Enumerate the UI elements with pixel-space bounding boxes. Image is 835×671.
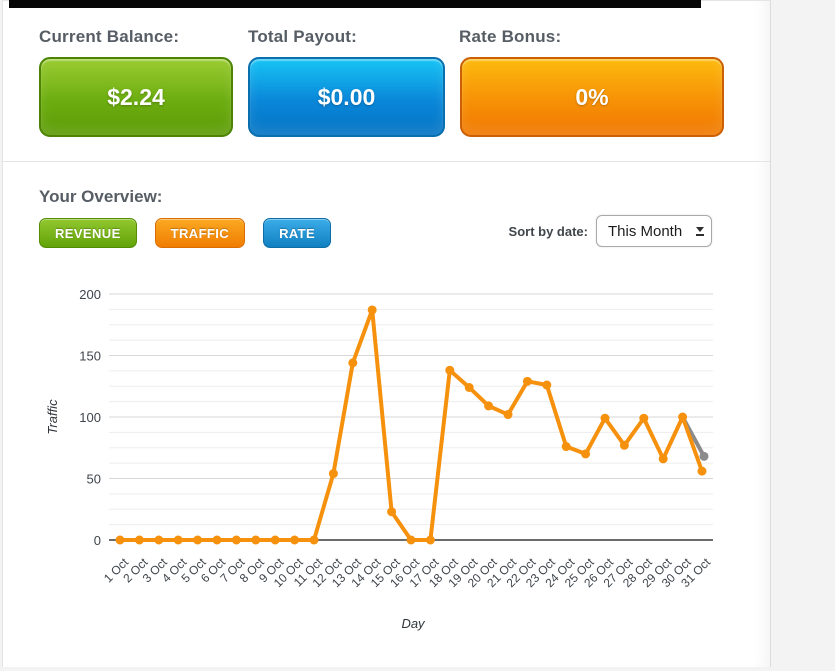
current-balance-value: $2.24 xyxy=(107,83,165,110)
svg-text:Day: Day xyxy=(401,616,426,631)
svg-text:200: 200 xyxy=(79,287,101,302)
total-payout-label: Total Payout: xyxy=(248,27,358,46)
sort-by-date-select[interactable]: This Month xyxy=(596,215,712,247)
total-payout-button[interactable]: $0.00 xyxy=(248,57,445,137)
overview-tabs: REVENUE TRAFFIC RATE xyxy=(39,218,332,248)
svg-text:50: 50 xyxy=(87,472,101,487)
rate-bonus-label: Rate Bonus: xyxy=(459,27,562,46)
svg-text:0: 0 xyxy=(94,533,101,548)
svg-text:150: 150 xyxy=(79,349,101,364)
current-balance-label: Current Balance: xyxy=(39,27,180,46)
svg-text:Traffic: Traffic xyxy=(45,399,60,435)
tab-revenue[interactable]: REVENUE xyxy=(39,218,137,248)
overview-section: Your Overview: REVENUE TRAFFIC RATE Sort… xyxy=(3,161,770,668)
sort-by-date-group: Sort by date: This Month xyxy=(509,215,712,247)
traffic-chart: 0 50 100 150 200 1 Oct 2 Oct 3 Oct 4 Oct 5 Oct 6 O… xyxy=(11,264,771,666)
tab-traffic[interactable]: TRAFFIC xyxy=(154,218,246,248)
sort-by-date-label: Sort by date: xyxy=(508,223,588,239)
sort-by-date-selected-value: This Month xyxy=(608,222,683,240)
svg-text:100: 100 xyxy=(79,410,101,425)
rate-bonus-value: 0% xyxy=(575,83,609,110)
total-payout-value: $0.00 xyxy=(317,83,376,110)
chevron-down-icon[interactable] xyxy=(693,226,711,236)
rate-bonus-button[interactable]: 0% xyxy=(460,57,724,137)
dashboard-card: Current Balance: Total Payout: Rate Bonu… xyxy=(2,0,771,667)
top-loading-bar xyxy=(9,0,701,8)
current-balance-button[interactable]: $2.24 xyxy=(39,57,233,137)
overview-title: Your Overview: xyxy=(39,187,163,206)
tab-rate[interactable]: RATE xyxy=(263,218,332,248)
